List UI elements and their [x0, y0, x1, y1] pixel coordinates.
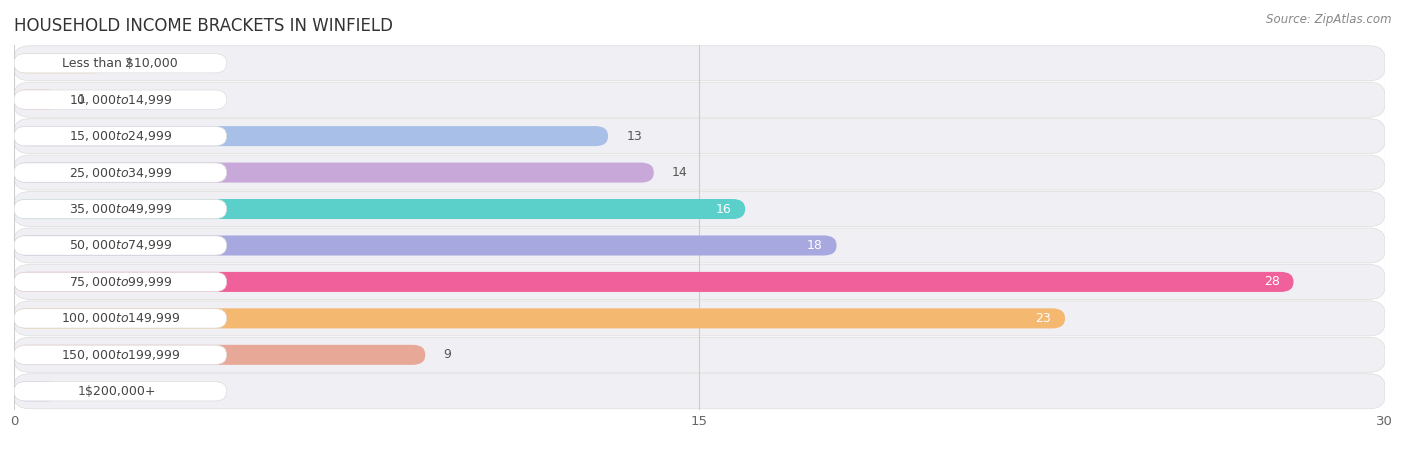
Text: 23: 23	[1036, 312, 1052, 325]
FancyBboxPatch shape	[14, 90, 60, 110]
Text: 14: 14	[672, 166, 688, 179]
Text: $50,000 to $74,999: $50,000 to $74,999	[69, 238, 172, 252]
FancyBboxPatch shape	[14, 345, 426, 365]
FancyBboxPatch shape	[14, 235, 837, 256]
Text: $15,000 to $24,999: $15,000 to $24,999	[69, 129, 172, 143]
Text: 18: 18	[807, 239, 823, 252]
Text: 1: 1	[79, 93, 86, 106]
FancyBboxPatch shape	[14, 345, 226, 365]
FancyBboxPatch shape	[14, 265, 1385, 299]
FancyBboxPatch shape	[14, 374, 1385, 409]
FancyBboxPatch shape	[14, 126, 609, 146]
FancyBboxPatch shape	[14, 199, 745, 219]
Text: $35,000 to $49,999: $35,000 to $49,999	[69, 202, 172, 216]
Text: 1: 1	[79, 385, 86, 398]
FancyBboxPatch shape	[14, 338, 1385, 372]
FancyBboxPatch shape	[14, 272, 226, 292]
FancyBboxPatch shape	[14, 382, 226, 401]
Text: $150,000 to $199,999: $150,000 to $199,999	[60, 348, 180, 362]
Text: $10,000 to $14,999: $10,000 to $14,999	[69, 93, 172, 107]
FancyBboxPatch shape	[14, 381, 60, 401]
FancyBboxPatch shape	[14, 162, 654, 183]
FancyBboxPatch shape	[14, 155, 1385, 190]
FancyBboxPatch shape	[14, 46, 1385, 81]
Text: $75,000 to $99,999: $75,000 to $99,999	[69, 275, 172, 289]
FancyBboxPatch shape	[14, 126, 226, 146]
FancyBboxPatch shape	[14, 308, 1066, 328]
FancyBboxPatch shape	[14, 82, 1385, 117]
Text: 28: 28	[1264, 275, 1279, 288]
FancyBboxPatch shape	[14, 53, 105, 73]
FancyBboxPatch shape	[14, 199, 226, 219]
FancyBboxPatch shape	[14, 309, 226, 328]
FancyBboxPatch shape	[14, 192, 1385, 226]
Text: Source: ZipAtlas.com: Source: ZipAtlas.com	[1267, 14, 1392, 27]
Text: 2: 2	[124, 57, 132, 70]
FancyBboxPatch shape	[14, 301, 1385, 336]
Text: $25,000 to $34,999: $25,000 to $34,999	[69, 166, 172, 180]
Text: HOUSEHOLD INCOME BRACKETS IN WINFIELD: HOUSEHOLD INCOME BRACKETS IN WINFIELD	[14, 17, 394, 35]
FancyBboxPatch shape	[14, 272, 1294, 292]
Text: 16: 16	[716, 202, 731, 216]
FancyBboxPatch shape	[14, 54, 226, 73]
FancyBboxPatch shape	[14, 228, 1385, 263]
FancyBboxPatch shape	[14, 236, 226, 255]
Text: $200,000+: $200,000+	[84, 385, 156, 398]
Text: Less than $10,000: Less than $10,000	[62, 57, 179, 70]
Text: 13: 13	[627, 130, 643, 143]
FancyBboxPatch shape	[14, 163, 226, 182]
Text: 9: 9	[444, 348, 451, 361]
FancyBboxPatch shape	[14, 90, 226, 109]
FancyBboxPatch shape	[14, 119, 1385, 153]
Text: $100,000 to $149,999: $100,000 to $149,999	[60, 311, 180, 325]
